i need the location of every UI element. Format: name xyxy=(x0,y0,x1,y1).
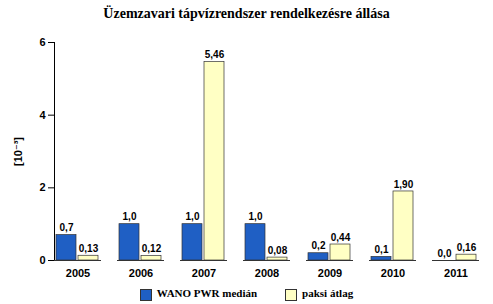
svg-text:1,0: 1,0 xyxy=(249,211,263,222)
svg-text:0,1: 0,1 xyxy=(375,244,389,255)
svg-text:0,2: 0,2 xyxy=(312,240,326,251)
svg-text:0,0: 0,0 xyxy=(438,248,452,259)
svg-text:2009: 2009 xyxy=(318,267,342,279)
svg-text:0: 0 xyxy=(39,254,45,266)
svg-text:0,13: 0,13 xyxy=(79,243,99,254)
svg-text:2005: 2005 xyxy=(66,267,90,279)
svg-text:2: 2 xyxy=(39,181,45,193)
svg-text:6: 6 xyxy=(39,36,45,48)
svg-text:2008: 2008 xyxy=(255,267,279,279)
svg-text:0,44: 0,44 xyxy=(331,232,351,243)
svg-text:0,16: 0,16 xyxy=(457,242,477,253)
svg-text:2007: 2007 xyxy=(192,267,216,279)
svg-text:[10⁻³]: [10⁻³] xyxy=(12,137,24,166)
svg-text:1,90: 1,90 xyxy=(394,179,414,190)
svg-text:4: 4 xyxy=(39,109,46,121)
svg-text:2006: 2006 xyxy=(129,267,153,279)
svg-text:2011: 2011 xyxy=(444,267,468,279)
svg-text:0,7: 0,7 xyxy=(60,222,74,233)
svg-text:1,0: 1,0 xyxy=(123,211,137,222)
svg-text:0,12: 0,12 xyxy=(142,243,162,254)
svg-text:0,08: 0,08 xyxy=(268,245,288,256)
svg-text:1,0: 1,0 xyxy=(186,211,200,222)
svg-text:5,46: 5,46 xyxy=(205,49,225,60)
html-text:WANO PWR medián: WANO PWR medián xyxy=(156,287,258,300)
svg-text:2010: 2010 xyxy=(381,267,405,279)
html-text:paksi átlag: paksi átlag xyxy=(302,287,354,300)
html-text:Üzemzavari tápvízrendszer rend: Üzemzavari tápvízrendszer rendelkezésre … xyxy=(103,6,390,21)
